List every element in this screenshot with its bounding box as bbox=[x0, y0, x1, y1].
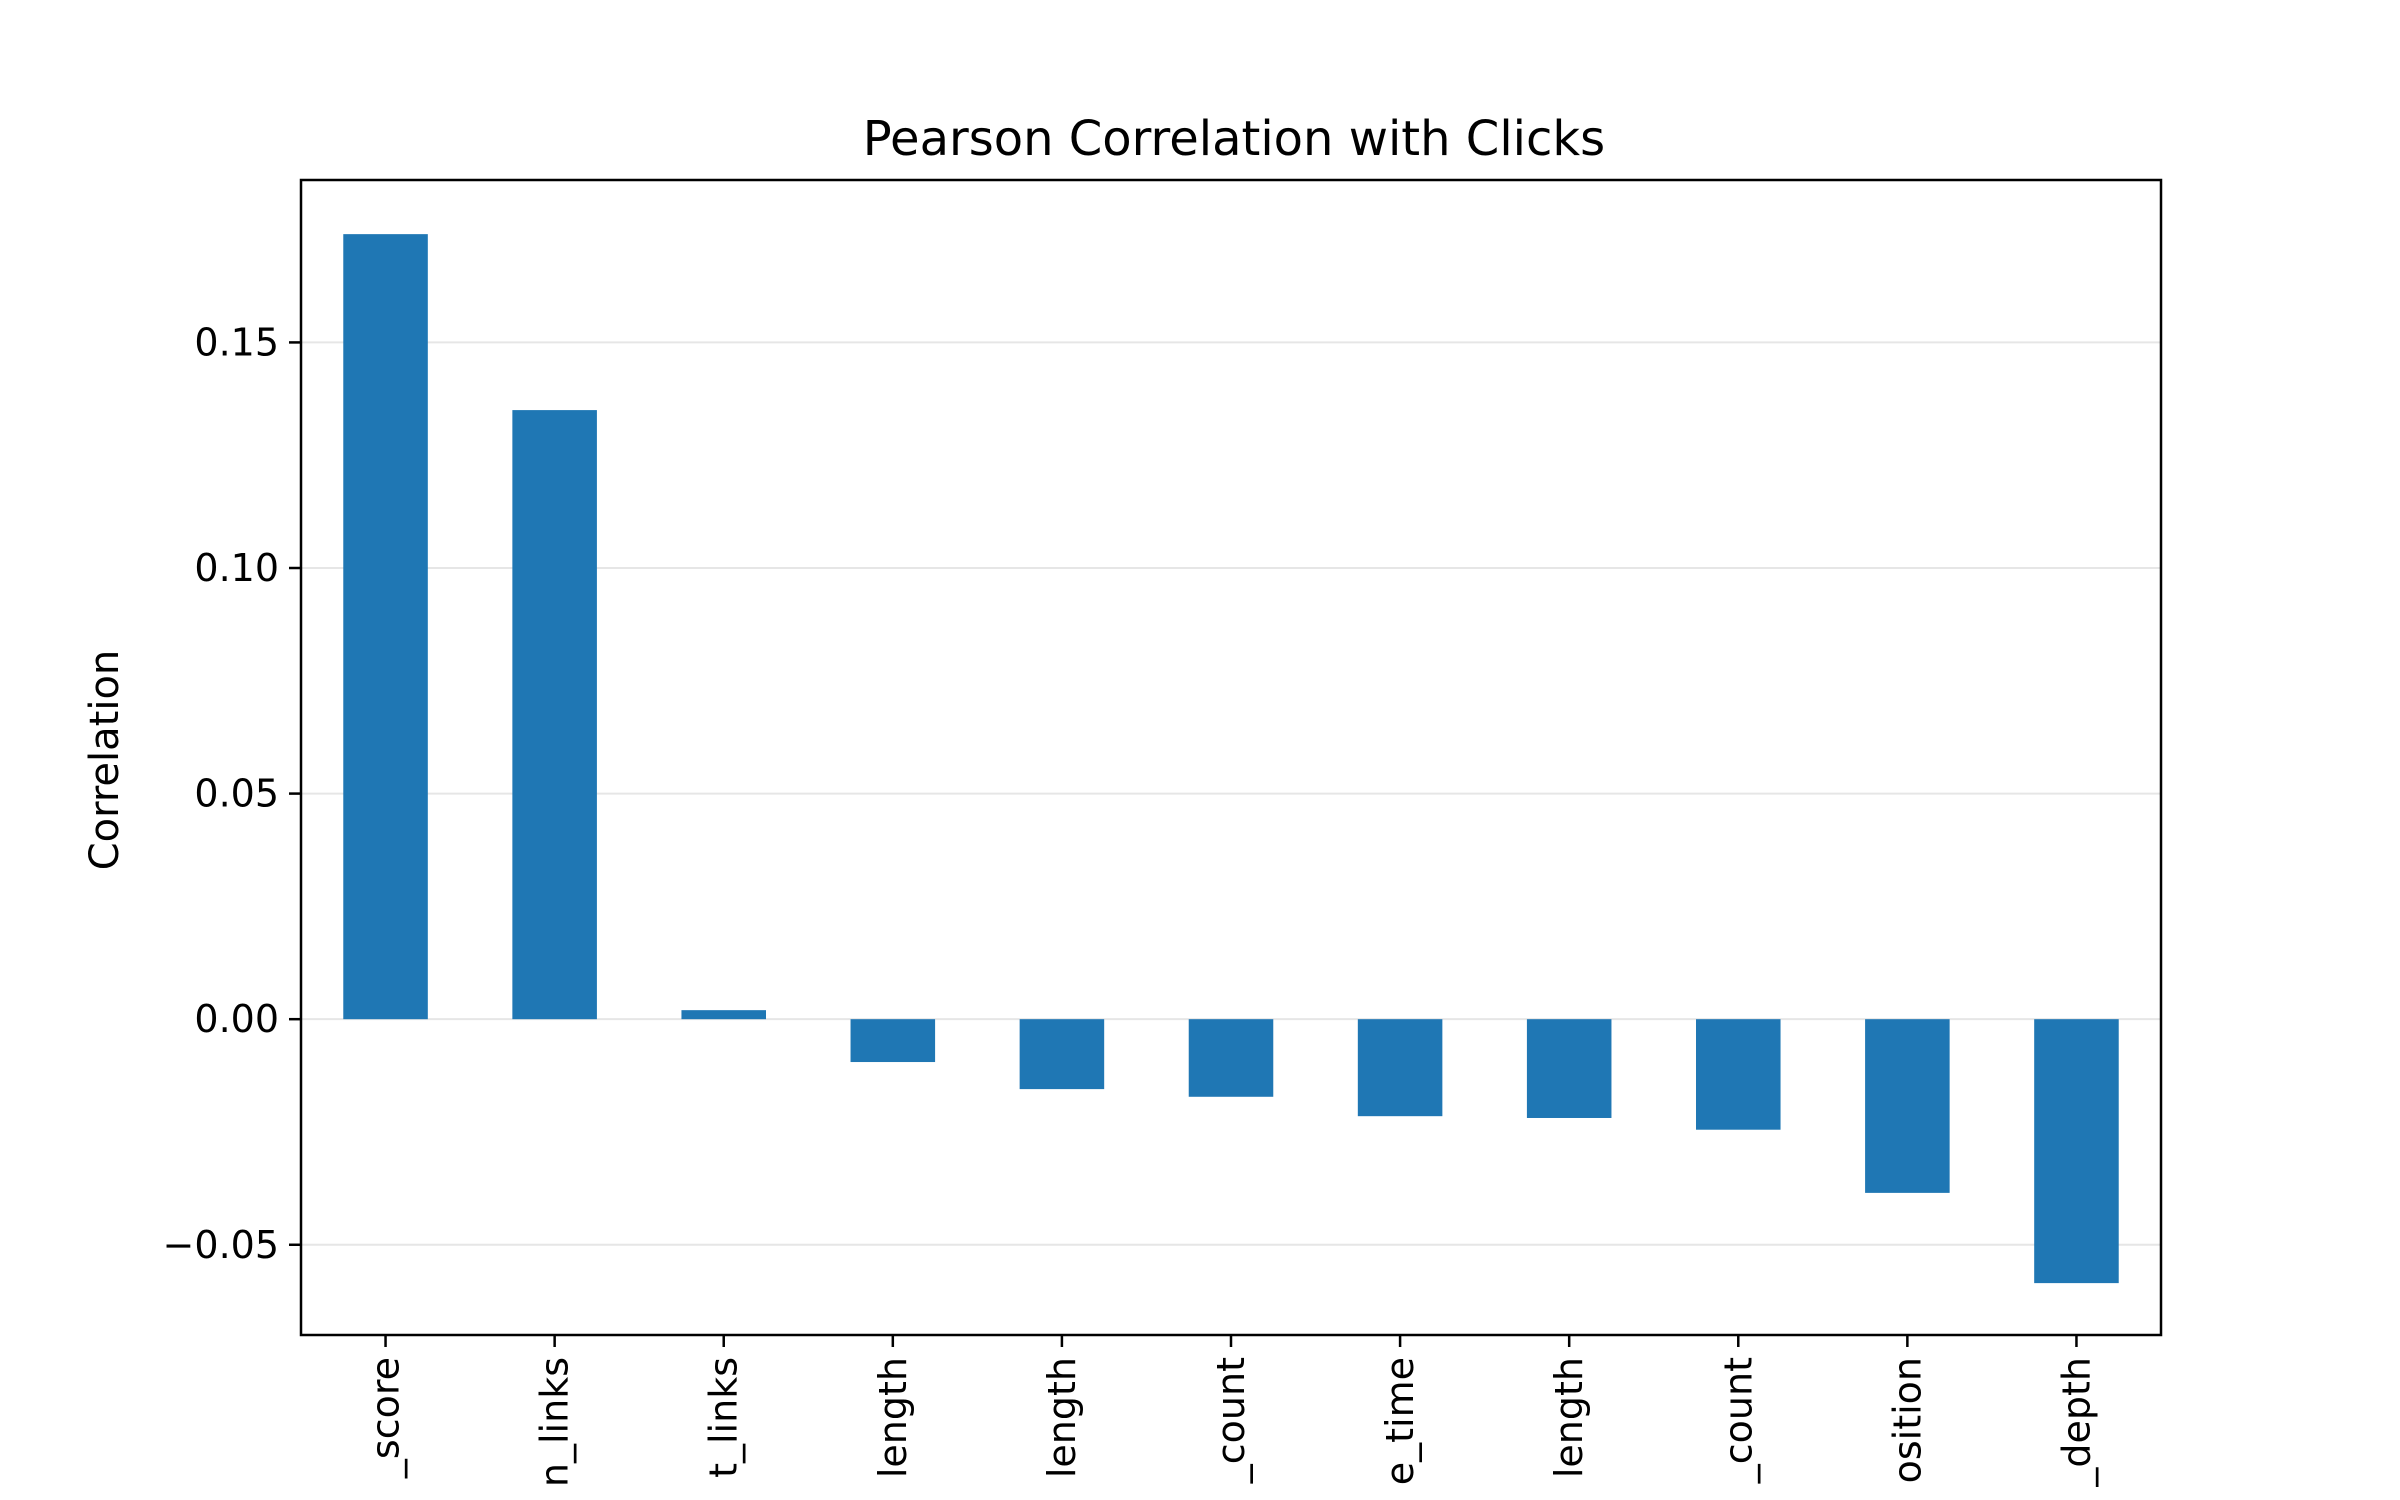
y-tick-label: 0.15 bbox=[194, 320, 279, 364]
y-axis-label: Correlation bbox=[82, 650, 128, 871]
y-axis-ticks: −0.05 0.00 0.05 0.10 0.15 bbox=[163, 320, 301, 1267]
bar bbox=[2034, 1019, 2119, 1284]
x-tick-label: length bbox=[1040, 1357, 1084, 1478]
x-tick-label: n_links bbox=[533, 1357, 577, 1487]
bar bbox=[343, 234, 428, 1020]
x-axis-ticks: _score n_links t_links length length _count e_… bbox=[364, 1335, 2098, 1488]
bar bbox=[1188, 1019, 1274, 1097]
bar bbox=[1357, 1019, 1443, 1117]
x-tick-label: e_time bbox=[1378, 1357, 1422, 1485]
x-tick-label: length bbox=[871, 1357, 915, 1478]
bar bbox=[1696, 1019, 1781, 1130]
bar bbox=[512, 410, 597, 1020]
chart-title: Pearson Correlation with Clicks bbox=[863, 111, 1605, 167]
x-tick-label: t_links bbox=[702, 1357, 746, 1478]
y-tick-label: 0.00 bbox=[194, 997, 279, 1041]
x-tick-label: osition bbox=[1885, 1357, 1929, 1483]
x-tick-label: _score bbox=[364, 1357, 408, 1479]
bar bbox=[1865, 1019, 1950, 1193]
bar bbox=[1019, 1019, 1105, 1090]
x-tick-label: _count bbox=[1209, 1357, 1253, 1484]
y-tick-label: −0.05 bbox=[163, 1223, 279, 1267]
bar bbox=[1526, 1019, 1612, 1118]
x-tick-label: _count bbox=[1716, 1357, 1760, 1484]
bar bbox=[681, 1010, 766, 1020]
x-tick-label: length bbox=[1547, 1357, 1591, 1478]
y-tick-label: 0.10 bbox=[194, 546, 279, 590]
y-tick-label: 0.05 bbox=[194, 772, 279, 816]
x-tick-label: _depth bbox=[2054, 1357, 2098, 1488]
bar bbox=[850, 1019, 936, 1063]
bars bbox=[343, 234, 2119, 1284]
